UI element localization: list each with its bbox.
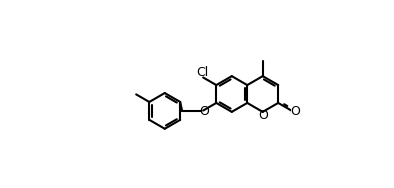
- Text: O: O: [199, 105, 209, 118]
- Text: O: O: [290, 105, 300, 118]
- Text: O: O: [258, 109, 268, 123]
- Text: Cl: Cl: [196, 66, 208, 79]
